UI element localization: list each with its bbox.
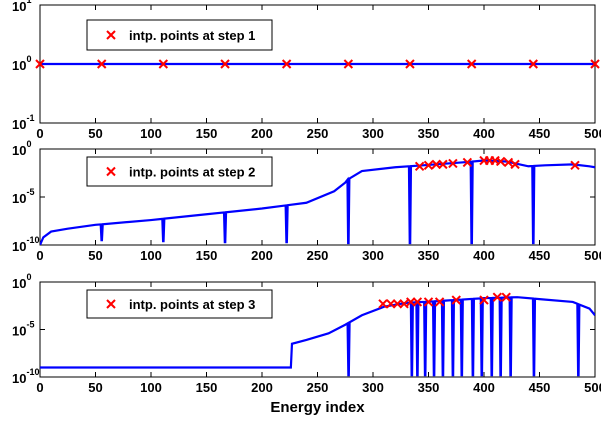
y-tick-label: 100 — [12, 139, 31, 158]
x-tick-label: 200 — [251, 126, 273, 141]
interp-point-marker — [479, 295, 489, 305]
legend-marker — [106, 30, 116, 40]
legend: intp. points at step 3 — [86, 289, 273, 319]
x-tick-label: 0 — [36, 126, 43, 141]
interp-point-marker — [503, 157, 514, 168]
interp-point-marker — [97, 59, 107, 69]
x-tick-label: 150 — [196, 248, 218, 263]
x-tick-label: 400 — [473, 126, 495, 141]
x-tick-label: 350 — [418, 380, 440, 395]
interp-point-marker — [448, 158, 458, 169]
interp-point-marker — [423, 297, 434, 307]
x-tick-label: 250 — [307, 248, 329, 263]
interp-point-marker — [405, 59, 415, 69]
x-tick-label: 50 — [88, 380, 102, 395]
x-tick-label: 450 — [529, 126, 551, 141]
interp-point-marker — [220, 59, 230, 69]
subplot-3: 0 50 100 150 200 250 300 350 400 450 500 100 10-5 10-… — [12, 272, 601, 416]
x-tick-label: 500 — [584, 126, 601, 141]
interp-point-marker — [412, 297, 423, 307]
x-tick-label: 350 — [418, 248, 440, 263]
legend-box — [86, 19, 273, 51]
interp-point-marker — [451, 295, 461, 305]
y-tick-label: 101 — [12, 0, 31, 14]
x-tick-label: 400 — [473, 248, 495, 263]
legend-label: intp. points at step 3 — [129, 297, 255, 312]
legend-marker — [106, 299, 116, 309]
interp-point-marker — [495, 156, 506, 167]
interp-point-marker — [414, 161, 425, 171]
x-tick-label: 0 — [36, 248, 43, 263]
x-tick-label: 300 — [362, 126, 384, 141]
interp-point-marker — [510, 159, 520, 170]
x-tick-label: 300 — [362, 248, 384, 263]
y-tick-label: 10-1 — [12, 113, 34, 132]
subplot-1: 0 50 100 150 200 250 300 350 400 450 500 101 100 10-1… — [12, 0, 601, 141]
x-tick-label: 250 — [307, 380, 329, 395]
y-tick-label: 100 — [12, 272, 31, 291]
legend: intp. points at step 2 — [86, 156, 273, 187]
x-tick-label: 200 — [251, 380, 273, 395]
interp-point-marker — [281, 59, 292, 69]
x-axis-label: Energy index — [270, 399, 365, 416]
x-tick-label: 300 — [362, 380, 384, 395]
interp-point-marker — [158, 59, 169, 69]
legend: intp. points at step 1 — [86, 19, 273, 51]
legend-label: intp. points at step 1 — [129, 28, 255, 43]
interp-point-marker — [501, 292, 511, 302]
interp-point-marker — [378, 299, 388, 309]
subplot-2: 0 50 100 150 200 250 300 350 400 450 500 100 10-5 10-… — [12, 139, 601, 263]
y-tick-label: 100 — [12, 54, 31, 73]
x-tick-label: 450 — [529, 380, 551, 395]
x-tick-label: 150 — [196, 380, 218, 395]
interp-point-marker — [492, 292, 503, 302]
x-tick-label: 150 — [196, 126, 218, 141]
y-tick-label: 10-5 — [12, 320, 34, 339]
interp-point-marker — [462, 157, 473, 168]
interp-point-marker — [399, 299, 409, 309]
x-tick-label: 50 — [88, 248, 102, 263]
x-tick-label: 500 — [584, 380, 601, 395]
legend-box — [86, 156, 273, 187]
x-tick-label: 100 — [140, 126, 162, 141]
interp-point-marker — [438, 159, 448, 170]
x-tick-label: 250 — [307, 126, 329, 141]
x-tick-label: 500 — [584, 248, 601, 263]
x-tick-label: 100 — [140, 248, 162, 263]
interp-point-marker — [528, 59, 538, 69]
x-tick-label: 400 — [473, 380, 495, 395]
interp-point-marker — [35, 59, 45, 69]
interp-point-marker — [423, 160, 434, 171]
x-tick-label: 450 — [529, 248, 551, 263]
legend-box — [86, 289, 273, 319]
interp-point-marker — [570, 160, 580, 171]
x-tick-label: 0 — [36, 380, 43, 395]
x-tick-label: 100 — [140, 380, 162, 395]
y-tick-label: 10-10 — [12, 367, 39, 386]
interp-point-marker — [466, 59, 477, 69]
y-tick-label: 10-5 — [12, 187, 34, 206]
interp-point-marker — [590, 59, 600, 69]
legend-label: intp. points at step 2 — [129, 165, 255, 180]
x-tick-label: 200 — [251, 248, 273, 263]
x-tick-label: 50 — [88, 126, 102, 141]
interp-point-marker — [434, 297, 445, 307]
legend-marker — [106, 166, 116, 177]
interp-point-marker — [343, 59, 354, 69]
x-tick-label: 350 — [418, 126, 440, 141]
y-tick-label: 10-10 — [12, 235, 39, 254]
